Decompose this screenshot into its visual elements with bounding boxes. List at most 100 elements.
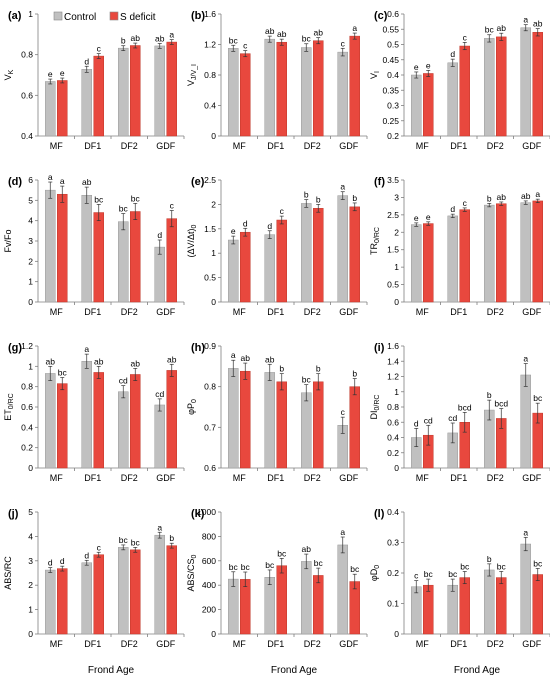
x-tick-label: DF2 bbox=[304, 473, 321, 483]
y-axis-label: DI0/RC bbox=[369, 395, 381, 420]
y-tick-label: 3.5 bbox=[387, 175, 399, 185]
x-tick-label: GDF bbox=[522, 639, 542, 649]
bar-deficit bbox=[240, 579, 251, 635]
y-tick-label: 0.35 bbox=[382, 85, 399, 95]
bar-control bbox=[154, 534, 165, 635]
x-tick-label: GDF bbox=[339, 307, 359, 317]
significance-letter: e bbox=[414, 62, 419, 72]
panel-tag: (a) bbox=[8, 10, 22, 22]
significance-letter: b bbox=[487, 554, 492, 564]
significance-letter: a bbox=[352, 23, 357, 33]
y-tick-label: 6 bbox=[28, 175, 33, 185]
significance-letter: ab bbox=[277, 29, 287, 39]
y-tick-label: 1.5 bbox=[387, 245, 399, 255]
significance-letter: a bbox=[157, 522, 162, 532]
x-tick-label: DF1 bbox=[450, 141, 467, 151]
significance-letter: bc bbox=[265, 560, 275, 570]
x-tick-label: GDF bbox=[522, 141, 542, 151]
x-tick-label: MF bbox=[416, 473, 429, 483]
significance-letter: b bbox=[121, 36, 126, 46]
significance-letter: e bbox=[426, 60, 431, 70]
significance-letter: d bbox=[157, 230, 162, 240]
bar-deficit bbox=[240, 231, 251, 303]
y-tick-label: 0.8 bbox=[21, 50, 33, 60]
y-tick-label: 0.2 bbox=[21, 443, 33, 453]
bar-control bbox=[484, 569, 495, 635]
bar-deficit bbox=[166, 218, 177, 303]
bar-deficit bbox=[93, 55, 104, 137]
significance-letter: ab bbox=[497, 192, 507, 202]
panel-tag: (h) bbox=[191, 342, 205, 354]
x-axis-title-col3: Frond Age bbox=[454, 665, 501, 676]
x-tick-label: GDF bbox=[156, 473, 176, 483]
significance-letter: bcd bbox=[458, 402, 472, 412]
y-tick-label: 0 bbox=[28, 629, 33, 639]
significance-letter: ab bbox=[265, 26, 275, 36]
bar-control bbox=[337, 195, 348, 303]
x-tick-label: MF bbox=[416, 141, 429, 151]
x-tick-label: MF bbox=[233, 639, 246, 649]
y-tick-label: 0.9 bbox=[204, 341, 216, 351]
y-axis-label: TR0/RC bbox=[369, 227, 381, 255]
significance-letter: e bbox=[414, 213, 419, 223]
legend-label-deficit: S deficit bbox=[120, 12, 156, 23]
y-tick-label: 1.2 bbox=[21, 341, 33, 351]
significance-letter: d bbox=[84, 56, 89, 66]
significance-letter: a bbox=[231, 350, 236, 360]
significance-letter: d bbox=[450, 204, 455, 214]
bar-control bbox=[118, 391, 129, 469]
x-tick-label: MF bbox=[50, 473, 63, 483]
significance-letter: e bbox=[426, 212, 431, 222]
x-tick-label: GDF bbox=[339, 141, 359, 151]
x-tick-label: DF1 bbox=[84, 141, 101, 151]
bar-control bbox=[228, 578, 239, 635]
legend-swatch-deficit bbox=[109, 11, 119, 21]
bar-deficit bbox=[57, 568, 68, 635]
bar-deficit bbox=[459, 209, 470, 303]
x-tick-label: DF1 bbox=[450, 307, 467, 317]
significance-letter: c bbox=[97, 542, 102, 552]
significance-letter: bc bbox=[533, 393, 543, 403]
x-tick-label: DF1 bbox=[84, 473, 101, 483]
bar-deficit bbox=[496, 36, 507, 137]
bar-control bbox=[301, 47, 312, 137]
y-tick-label: 1.2 bbox=[387, 372, 399, 382]
significance-letter: b bbox=[352, 369, 357, 379]
x-tick-label: DF2 bbox=[121, 307, 138, 317]
significance-letter: c bbox=[170, 201, 175, 211]
significance-letter: c bbox=[463, 32, 468, 42]
significance-letter: ab bbox=[155, 33, 165, 43]
bar-control bbox=[520, 202, 531, 303]
bar-control bbox=[411, 586, 422, 635]
significance-letter: e bbox=[48, 69, 53, 79]
bar-control bbox=[447, 62, 458, 137]
x-tick-label: DF2 bbox=[304, 307, 321, 317]
bar-deficit bbox=[276, 219, 287, 303]
bar-control bbox=[45, 569, 56, 635]
significance-letter: cd bbox=[155, 389, 164, 399]
x-tick-label: DF2 bbox=[487, 473, 504, 483]
x-tick-label: DF1 bbox=[450, 473, 467, 483]
significance-letter: c bbox=[341, 407, 346, 417]
x-axis-title-col2: Frond Age bbox=[271, 665, 318, 676]
bar-deficit bbox=[496, 203, 507, 303]
y-tick-label: 400 bbox=[202, 580, 216, 590]
significance-letter: b bbox=[487, 193, 492, 203]
x-tick-label: MF bbox=[233, 307, 246, 317]
significance-letter: ab bbox=[167, 354, 177, 364]
y-tick-label: 1 bbox=[28, 9, 33, 19]
y-tick-label: 2 bbox=[28, 580, 33, 590]
y-tick-label: 0.6 bbox=[387, 417, 399, 427]
significance-letter: b bbox=[487, 390, 492, 400]
y-axis-label: ABS/CS0 bbox=[186, 554, 198, 591]
bar-deficit bbox=[349, 386, 360, 469]
panel-tag: (g) bbox=[8, 342, 22, 354]
bar-control bbox=[447, 215, 458, 303]
significance-letter: b bbox=[304, 190, 309, 200]
significance-letter: d bbox=[414, 418, 419, 428]
y-tick-label: 0.6 bbox=[21, 402, 33, 412]
